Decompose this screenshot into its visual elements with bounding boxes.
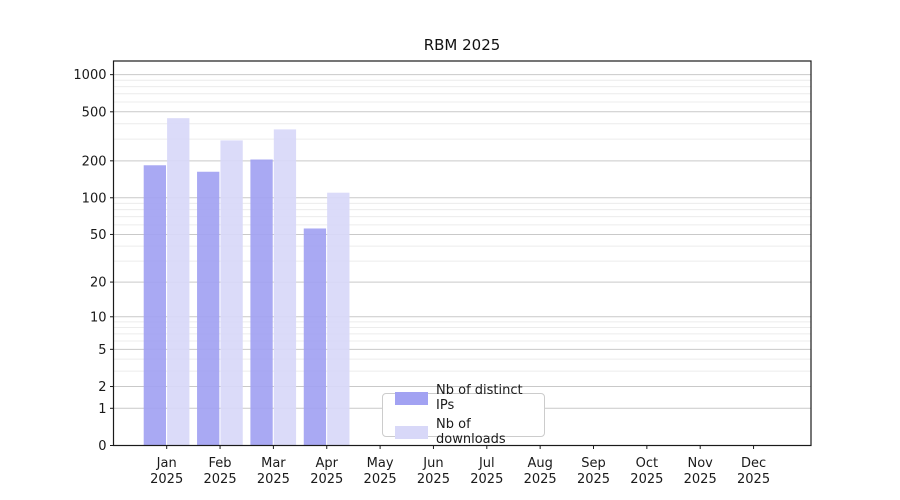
x-tick-label-year: 2025 [577,472,610,487]
bar-distinct-ips-mar [250,159,273,446]
x-tick-label-month: Jan [156,456,177,471]
y-tick-label: 5 [98,343,106,358]
bar-distinct-ips-apr [303,228,327,446]
x-tick-label-year: 2025 [470,472,503,487]
x-tick-label-month: May [367,456,394,471]
legend-label-distinct-ips: Nb of distinct IPs [436,383,523,413]
y-tick-label: 0 [98,439,106,454]
plot-border [112,60,812,447]
x-tick-label-year: 2025 [684,472,717,487]
x-tick-label-month: Dec [741,456,766,471]
y-tick-label: 200 [82,154,107,169]
bar-distinct-ips-feb [197,171,220,446]
y-tick-label: 50 [90,228,107,243]
legend-swatch-distinct-ips [395,391,428,405]
x-tick-label-month: Feb [209,456,232,471]
legend: Nb of distinct IPs Nb of downloads [382,383,545,447]
x-tick-label-year: 2025 [524,472,557,487]
x-tick-label-year: 2025 [150,472,183,487]
x-tick-label-year: 2025 [364,472,397,487]
x-tick-label-year: 2025 [630,472,663,487]
y-tick-label: 100 [82,191,107,206]
y-tick-label: 1 [98,402,106,417]
chart-title: RBM 2025 [423,36,501,54]
bar-distinct-ips-jan [143,165,166,446]
x-tick-label-year: 2025 [204,472,237,487]
legend-item-distinct-ips: Nb of distinct IPs [395,383,536,413]
x-tick-label-month: Mar [261,456,286,471]
bar-downloads-apr [327,192,350,446]
x-tick-label-month: Aug [527,456,552,471]
x-tick-label-year: 2025 [417,472,450,487]
bar-downloads-jan [167,118,190,446]
bar-downloads-feb [220,140,243,446]
x-tick-label-month: Apr [316,456,339,471]
y-tick-label: 20 [90,276,107,291]
y-tick-label: 2 [98,380,106,395]
x-tick-label-month: Jun [422,456,443,471]
x-tick-label-month: Nov [688,456,714,471]
legend-label-downloads: Nb of downloads [436,417,506,447]
y-tick-label: 1000 [73,68,106,83]
legend-item-downloads: Nb of downloads [395,417,536,447]
x-tick-label-month: Jul [478,456,495,471]
x-tick-label-month: Oct [636,456,658,471]
x-tick-label-year: 2025 [310,472,343,487]
y-tick-label: 10 [90,310,107,325]
x-tick-label-year: 2025 [257,472,290,487]
y-tick-label: 500 [82,105,107,120]
legend-swatch-downloads [395,425,428,439]
x-tick-label-year: 2025 [737,472,770,487]
x-tick-label-month: Sep [581,456,606,471]
bar-downloads-mar [273,129,297,446]
